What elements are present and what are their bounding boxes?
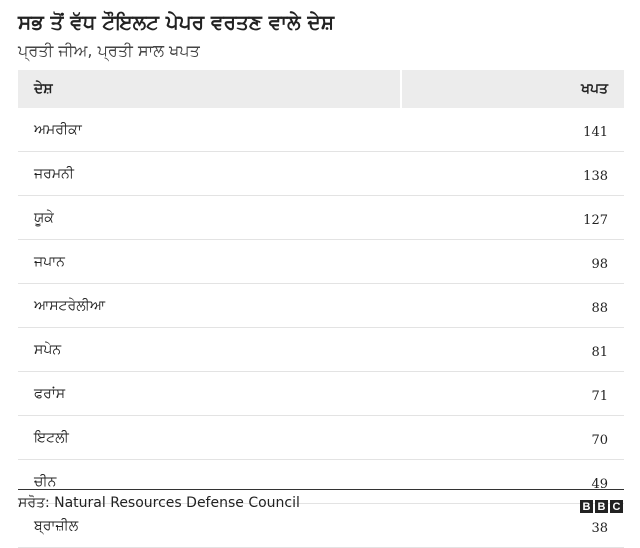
table-row: ਜਪਾਨ 98 [18, 239, 624, 284]
value-cell: 81 [401, 327, 624, 372]
country-cell: ਆਸਟਰੇਲੀਆ [18, 283, 402, 328]
table-row: ਫਰਾਂਸ 71 [18, 371, 624, 416]
column-header: ਦੇਸ਼ [18, 70, 402, 108]
header-row: ਦੇਸ਼ ਖਪਤ [18, 70, 624, 108]
logo-letter: B [580, 500, 593, 513]
country-cell: ਯੂਕੇ [18, 195, 402, 240]
value-cell: 138 [401, 151, 624, 196]
value-cell: 98 [401, 239, 624, 284]
table-row: ਇਟਲੀ 70 [18, 415, 624, 460]
table-row: ਅਮਰੀਕਾ 141 [18, 108, 624, 152]
footer-rule [18, 489, 624, 490]
value-cell: 70 [401, 415, 624, 460]
subtitle: ਪ੍ਰਤੀ ਜੀਅ, ਪ੍ਰਤੀ ਸਾਲ ਖਪਤ [18, 41, 200, 60]
value-cell: 71 [401, 371, 624, 416]
country-cell: ਜਪਾਨ [18, 239, 402, 284]
table-row: ਚੀਨ 49 [18, 459, 624, 504]
logo-letter: C [610, 500, 623, 513]
value-cell: 49 [401, 459, 624, 504]
source: ਸਰੋਤ: Natural Resources Defense Council [18, 495, 300, 511]
country-cell: ਚੀਨ [18, 459, 402, 504]
country-cell: ਇਟਲੀ [18, 415, 402, 460]
country-cell: ਅਮਰੀਕਾ [18, 108, 402, 152]
value-cell: 141 [401, 108, 624, 152]
table-row: ਆਸਟਰੇਲੀਆ 88 [18, 283, 624, 328]
table-row: ਜਰਮਨੀ 138 [18, 151, 624, 196]
country-cell: ਜਰਮਨੀ [18, 151, 402, 196]
column-header: ਖਪਤ [400, 70, 624, 108]
country-cell: ਸਪੇਨ [18, 327, 402, 372]
table-row: ਸਪੇਨ 81 [18, 327, 624, 372]
country-cell: ਫਰਾਂਸ [18, 371, 402, 416]
title: ਸਭ ਤੋਂ ਵੱਧ ਟੌਇਲਟ ਪੇਪਰ ਵਰਤਣ ਵਾਲੇ ਦੇਸ਼ [18, 10, 335, 34]
table-row: ਯੂਕੇ 127 [18, 195, 624, 240]
value-cell: 127 [401, 195, 624, 240]
value-cell: 88 [401, 283, 624, 328]
logo-letter: B [595, 500, 608, 513]
table: ਦੇਸ਼ ਖਪਤ ਅਮਰੀਕਾ 141 ਜਰਮਨੀ 138 ਯੂਕੇ 127 ਜਪਾਨ 98 ਆ… [18, 70, 624, 548]
table-body: ਅਮਰੀਕਾ 141 ਜਰਮਨੀ 138 ਯੂਕੇ 127 ਜਪਾਨ 98 ਆਸਟਰੇਲੀਆ 88… [18, 108, 624, 548]
page: ਸਭ ਤੋਂ ਵੱਧ ਟੌਇਲਟ ਪੇਪਰ ਵਰਤਣ ਵਾਲੇ ਦੇਸ਼ ਪ੍ਰ… [18, 10, 624, 548]
